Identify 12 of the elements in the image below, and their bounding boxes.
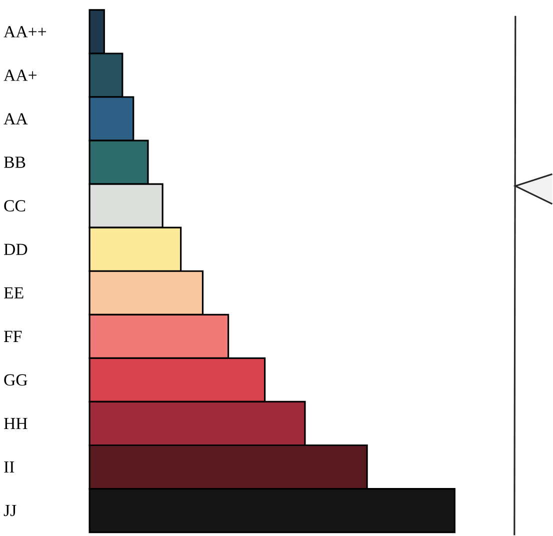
y-tick-label: HH (4, 418, 28, 429)
y-tick-label: BB (4, 156, 26, 168)
y-tick-label: II (4, 461, 14, 472)
y-tick-label: JJ (4, 504, 16, 516)
y-tick-label: FF (4, 330, 22, 342)
y-tick-label: CC (4, 200, 26, 212)
y-tick-label: GG (4, 374, 28, 386)
y-tick-label: AA+ (4, 70, 37, 81)
y-tick-label: EE (4, 287, 24, 298)
y-tick-label: DD (4, 244, 28, 255)
y-tick-label: AA++ (4, 26, 46, 38)
y-tick-label: AA (4, 113, 28, 124)
